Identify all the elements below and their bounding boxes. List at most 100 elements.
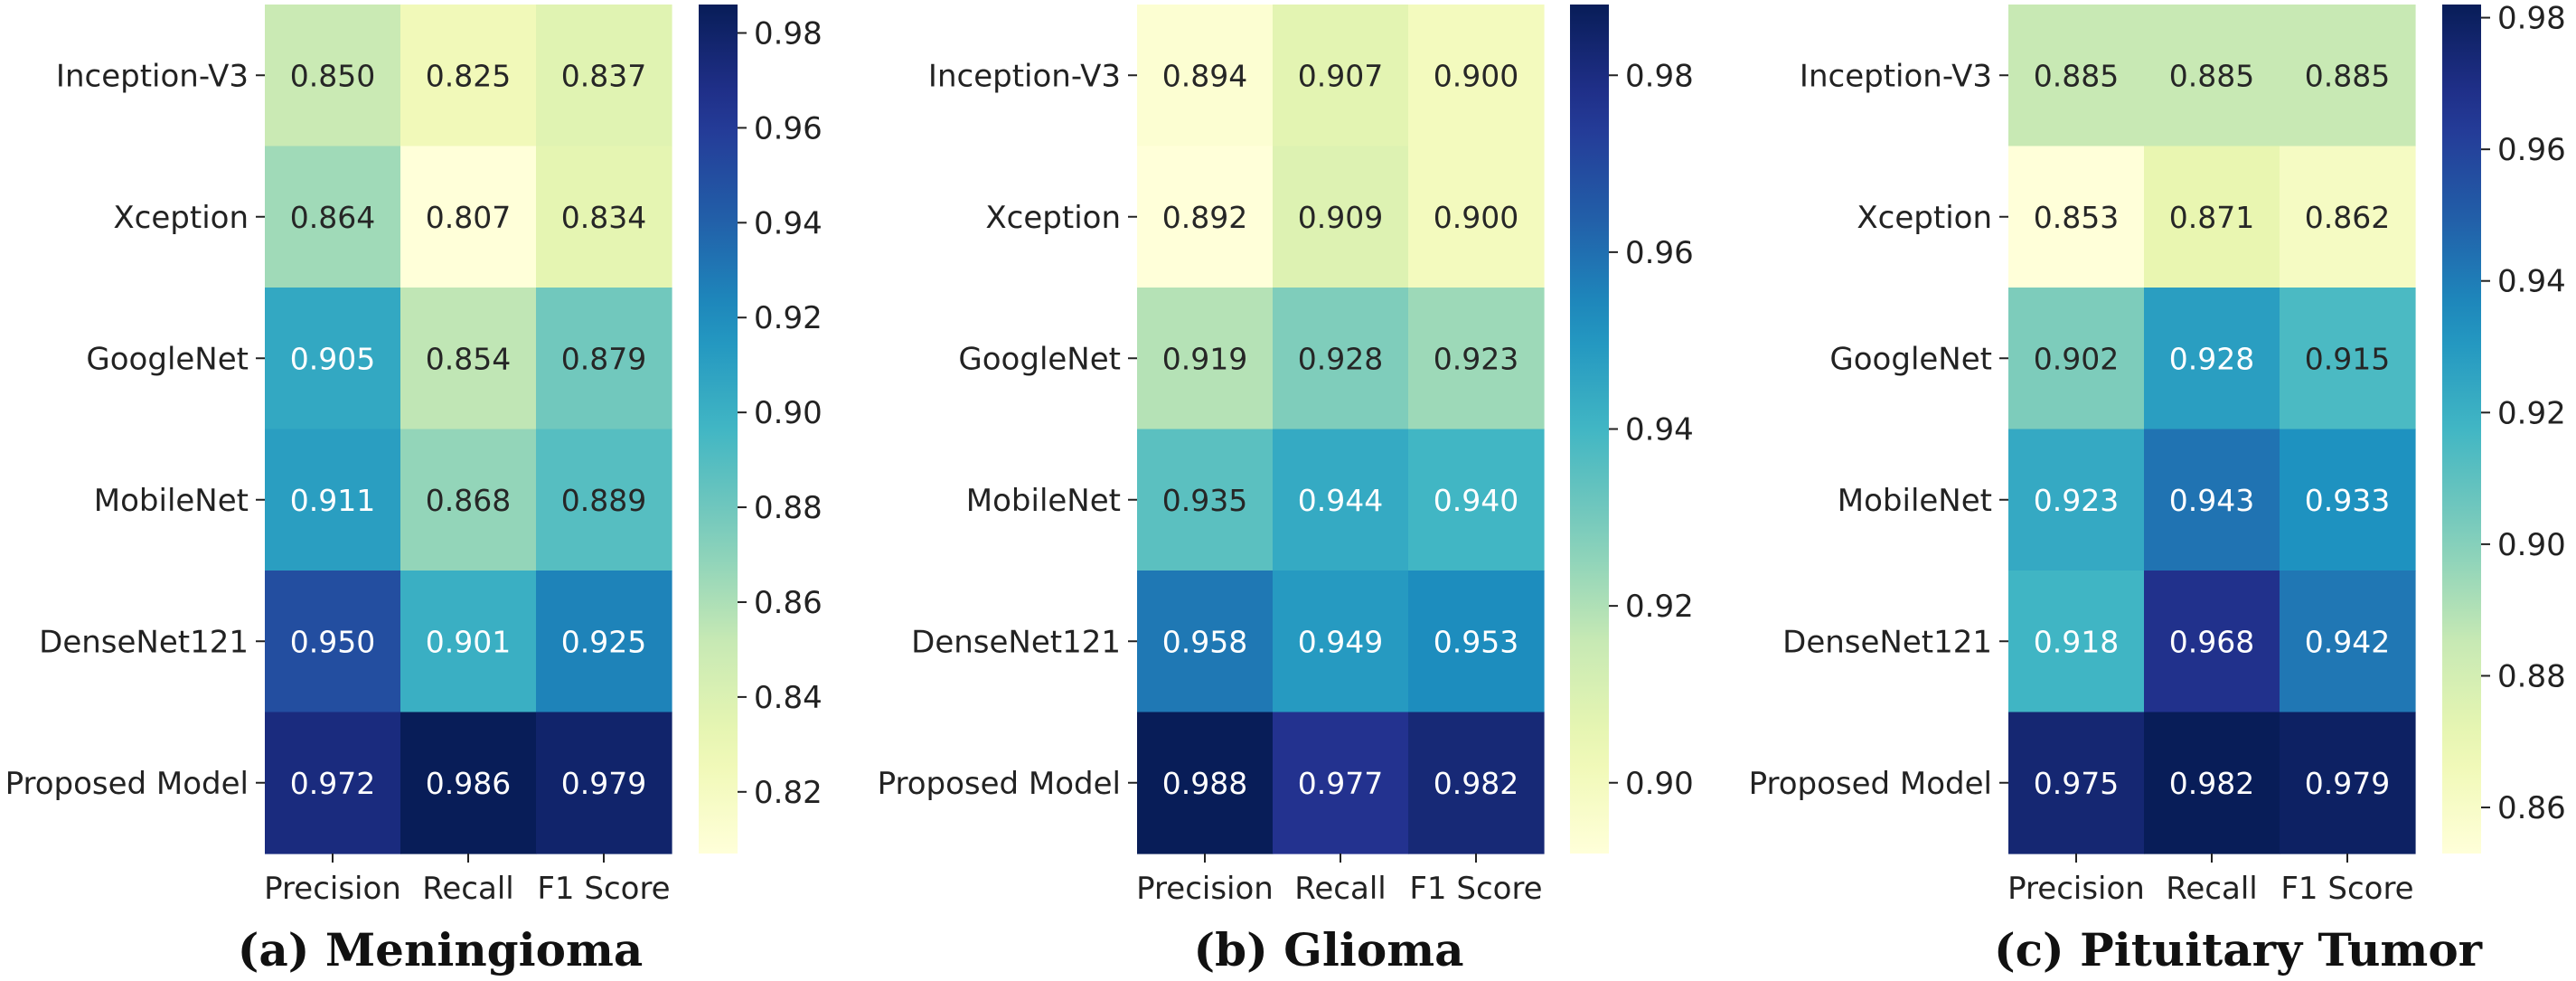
heatmap-cell: [265, 429, 401, 571]
row-label: Proposed Model: [1749, 766, 1992, 802]
heatmap-cell: [1408, 5, 1545, 147]
cell-value-label: 0.940: [1434, 483, 1518, 518]
cell-value-label: 0.977: [1298, 766, 1383, 801]
heatmap-cell: [265, 712, 401, 854]
panel-title: (c) Pituitary Tumor: [1994, 923, 2483, 976]
colorbar-tick-label: 0.90: [754, 395, 823, 431]
heatmap-cell: [400, 288, 537, 430]
cell-value-label: 0.944: [1298, 483, 1383, 518]
row-label: MobileNet: [1838, 483, 1992, 519]
heatmap-cell: [2280, 571, 2416, 713]
colorbar: [699, 5, 738, 854]
colorbar-tick-label: 0.88: [2497, 658, 2566, 694]
row-label: MobileNet: [966, 483, 1121, 519]
heatmap-cell: [2280, 429, 2416, 571]
heatmap-cell: [1408, 146, 1545, 288]
cell-value-label: 0.988: [1162, 766, 1247, 801]
cell-value-label: 0.968: [2169, 624, 2254, 659]
heatmap-cell: [2008, 288, 2145, 430]
cell-value-label: 0.982: [2169, 766, 2254, 801]
colorbar-tick-label: 0.98: [754, 15, 823, 52]
colorbar-tick-label: 0.92: [1625, 589, 1694, 625]
heatmap-cell: [2008, 5, 2145, 147]
cell-value-label: 0.834: [561, 200, 646, 235]
row-label: Proposed Model: [878, 766, 1121, 802]
heatmap-cell: [2008, 712, 2145, 854]
cell-value-label: 0.925: [561, 624, 646, 659]
row-label: GoogleNet: [86, 341, 249, 377]
colorbar-tick-label: 0.88: [754, 490, 823, 526]
heatmap-cell: [1273, 712, 1409, 854]
colorbar-tick-label: 0.92: [754, 300, 823, 336]
cell-value-label: 0.979: [2305, 766, 2390, 801]
cell-value-label: 0.902: [2034, 341, 2119, 376]
cell-value-label: 0.958: [1162, 624, 1247, 659]
heatmap-cell: [2144, 288, 2280, 430]
cell-value-label: 0.943: [2169, 483, 2254, 518]
cell-value-label: 0.901: [426, 624, 511, 659]
row-label: Proposed Model: [5, 766, 249, 802]
heatmap-cell: [265, 288, 401, 430]
cell-value-label: 0.986: [426, 766, 511, 801]
heatmap-cell: [1137, 146, 1274, 288]
column-label: Recall: [1294, 871, 1386, 907]
heatmap-cell: [2008, 571, 2145, 713]
cell-value-label: 0.868: [426, 483, 511, 518]
heatmap-cell: [400, 429, 537, 571]
heatmap-cell: [1137, 571, 1274, 713]
heatmap-cell: [400, 5, 537, 147]
row-label: GoogleNet: [958, 341, 1121, 377]
row-label: DenseNet121: [911, 624, 1121, 660]
heatmap-cell: [536, 712, 672, 854]
row-label: Xception: [113, 200, 249, 236]
cell-value-label: 0.942: [2305, 624, 2390, 659]
heatmap-cell: [2144, 429, 2280, 571]
cell-value-label: 0.979: [561, 766, 646, 801]
colorbar: [2442, 5, 2481, 854]
cell-value-label: 0.923: [1434, 341, 1518, 376]
cell-value-label: 0.885: [2305, 58, 2390, 93]
row-label: Inception-V3: [1800, 58, 1992, 94]
heatmap-cell: [1408, 712, 1545, 854]
heatmap-cell: [536, 288, 672, 430]
cell-value-label: 0.953: [1434, 624, 1518, 659]
colorbar-tick-label: 0.96: [2497, 132, 2566, 168]
heatmap-cell: [1408, 571, 1545, 713]
row-label: Inception-V3: [928, 58, 1121, 94]
column-label: F1 Score: [2280, 871, 2413, 907]
heatmap-cell: [1273, 5, 1409, 147]
column-label: F1 Score: [537, 871, 670, 907]
column-label: F1 Score: [1409, 871, 1542, 907]
heatmap-cell: [1273, 571, 1409, 713]
heatmap-cell: [2008, 146, 2145, 288]
cell-value-label: 0.885: [2034, 58, 2119, 93]
colorbar-tick-label: 0.96: [1625, 235, 1694, 271]
colorbar-tick-label: 0.94: [1625, 412, 1694, 448]
column-label: Precision: [2007, 871, 2145, 907]
row-label: Inception-V3: [56, 58, 249, 94]
panel-title: (a) Meningioma: [238, 923, 644, 976]
panel-title: (b) Glioma: [1193, 923, 1463, 976]
cell-value-label: 0.894: [1162, 58, 1247, 93]
cell-value-label: 0.837: [561, 58, 646, 93]
cell-value-label: 0.907: [1298, 58, 1383, 93]
heatmap-cell: [1137, 429, 1274, 571]
column-label: Recall: [422, 871, 513, 907]
cell-value-label: 0.871: [2169, 200, 2254, 235]
colorbar-tick-label: 0.84: [754, 680, 823, 716]
colorbar-tick-label: 0.96: [754, 110, 823, 146]
cell-value-label: 0.923: [2034, 483, 2119, 518]
heatmap-cell: [1273, 146, 1409, 288]
row-label: Xception: [1857, 200, 1992, 236]
heatmap-cell: [2144, 5, 2280, 147]
colorbar: [1570, 5, 1609, 854]
row-label: DenseNet121: [1782, 624, 1992, 660]
cell-value-label: 0.972: [290, 766, 375, 801]
heatmap-cell: [400, 712, 537, 854]
heatmap-cell: [400, 146, 537, 288]
heatmap-cell: [536, 571, 672, 713]
heatmap-cell: [2280, 5, 2416, 147]
colorbar-tick-label: 0.94: [754, 205, 823, 241]
heatmap-cell: [2280, 712, 2416, 854]
